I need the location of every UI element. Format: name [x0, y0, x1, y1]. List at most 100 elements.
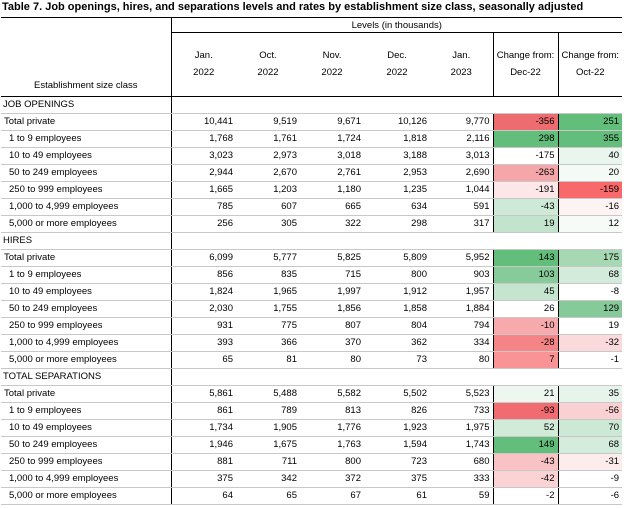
column-header-line2: 2023: [450, 67, 472, 79]
level-cell: 1,856: [300, 300, 364, 318]
level-cell: 305: [236, 215, 300, 233]
column-header: Jan. 2023: [430, 32, 493, 97]
column-header-line1: Nov.: [322, 50, 342, 62]
level-cell: 2,953: [364, 164, 430, 182]
change-cell: -28: [492, 334, 558, 352]
section-spacer: [170, 368, 623, 386]
change-cell: -10: [492, 317, 558, 335]
column-header-line2: 2022: [193, 67, 215, 79]
level-cell: 3,013: [430, 147, 493, 165]
level-cell: 931: [170, 317, 236, 335]
level-cell: 1,957: [430, 283, 493, 301]
row-label-header: Establishment size class: [1, 32, 172, 97]
table-row: 1,000 to 4,999 employees 785 607 665 634 591-…: [1, 198, 623, 216]
table-row: 250 to 999 employees 1,665 1,203 1,180 1,235…: [1, 181, 623, 199]
table-row: 50 to 249 employees 2,944 2,670 2,761 2,953 2…: [1, 164, 623, 182]
level-cell: 9,671: [300, 113, 364, 131]
change-cell: 19: [492, 215, 558, 233]
level-cell: 1,235: [364, 181, 430, 199]
level-cell: 5,502: [364, 385, 430, 403]
level-cell: 366: [236, 334, 300, 352]
level-cell: 2,944: [170, 164, 236, 182]
level-cell: 5,952: [430, 249, 493, 267]
column-header-line2: 2022: [321, 67, 343, 79]
row-label: 5,000 or more employees: [1, 351, 172, 369]
change-cell: -159: [557, 181, 623, 199]
column-header-line2: 2022: [257, 67, 279, 79]
table-row: 50 to 249 employees 2,030 1,755 1,856 1,858 1…: [1, 300, 623, 318]
level-cell: 1,594: [364, 436, 430, 454]
level-cell: 2,973: [236, 147, 300, 165]
level-cell: 800: [364, 266, 430, 284]
level-cell: 64: [170, 487, 236, 505]
level-cell: 256: [170, 215, 236, 233]
level-cell: 1,743: [430, 436, 493, 454]
level-cell: 1,180: [300, 181, 364, 199]
level-cell: 9,519: [236, 113, 300, 131]
row-label: 1 to 9 employees: [1, 130, 172, 148]
level-cell: 1,044: [430, 181, 493, 199]
change-cell: -1: [557, 351, 623, 369]
row-label: 1 to 9 employees: [1, 266, 172, 284]
level-cell: 2,670: [236, 164, 300, 182]
row-label: 50 to 249 employees: [1, 436, 172, 454]
change-cell: 251: [557, 113, 623, 131]
change-cell: -8: [557, 283, 623, 301]
level-cell: 1,768: [170, 130, 236, 148]
level-cell: 789: [236, 402, 300, 420]
level-cell: 711: [236, 453, 300, 471]
row-label: 5,000 or more employees: [1, 487, 172, 505]
level-cell: 1,665: [170, 181, 236, 199]
row-label: 50 to 249 employees: [1, 164, 172, 182]
level-cell: 2,761: [300, 164, 364, 182]
change-cell: 149: [492, 436, 558, 454]
level-cell: 591: [430, 198, 493, 216]
section-title: JOB OPENINGS: [1, 96, 172, 114]
change-cell: 70: [557, 419, 623, 437]
change-cell: -191: [492, 181, 558, 199]
change-cell: 298: [492, 130, 558, 148]
level-cell: 370: [300, 334, 364, 352]
level-cell: 680: [430, 453, 493, 471]
level-cell: 5,809: [364, 249, 430, 267]
level-cell: 5,777: [236, 249, 300, 267]
level-cell: 342: [236, 470, 300, 488]
level-cell: 1,946: [170, 436, 236, 454]
level-cell: 1,675: [236, 436, 300, 454]
level-cell: 1,734: [170, 419, 236, 437]
level-cell: 2,116: [430, 130, 493, 148]
table-row: 1 to 9 employees 1,768 1,761 1,724 1,818 2,11…: [1, 130, 623, 148]
row-label: Total private: [1, 113, 172, 131]
row-label: 250 to 999 employees: [1, 317, 172, 335]
change-cell: -42: [492, 470, 558, 488]
level-cell: 3,023: [170, 147, 236, 165]
level-cell: 1,884: [430, 300, 493, 318]
change-cell: 40: [557, 147, 623, 165]
level-cell: 861: [170, 402, 236, 420]
level-cell: 903: [430, 266, 493, 284]
change-cell: 35: [557, 385, 623, 403]
level-cell: 362: [364, 334, 430, 352]
level-cell: 715: [300, 266, 364, 284]
column-header: Nov. 2022: [300, 32, 364, 97]
column-header: Change from: Dec-22: [492, 32, 558, 97]
level-cell: 1,923: [364, 419, 430, 437]
section-title: TOTAL SEPARATIONS: [1, 368, 172, 386]
change-cell: 21: [492, 385, 558, 403]
level-cell: 1,965: [236, 283, 300, 301]
row-label: 10 to 49 employees: [1, 419, 172, 437]
column-header-line1: Jan.: [194, 50, 213, 62]
level-cell: 785: [170, 198, 236, 216]
section-title: HIRES: [1, 232, 172, 250]
column-header-line1: Change from:: [496, 50, 555, 62]
change-cell: 20: [557, 164, 623, 182]
row-label: 5,000 or more employees: [1, 215, 172, 233]
change-cell: 26: [492, 300, 558, 318]
change-cell: -32: [557, 334, 623, 352]
level-cell: 607: [236, 198, 300, 216]
level-cell: 634: [364, 198, 430, 216]
level-cell: 322: [300, 215, 364, 233]
change-cell: 45: [492, 283, 558, 301]
row-label: Total private: [1, 385, 172, 403]
column-header-line2: Dec-22: [510, 67, 541, 79]
